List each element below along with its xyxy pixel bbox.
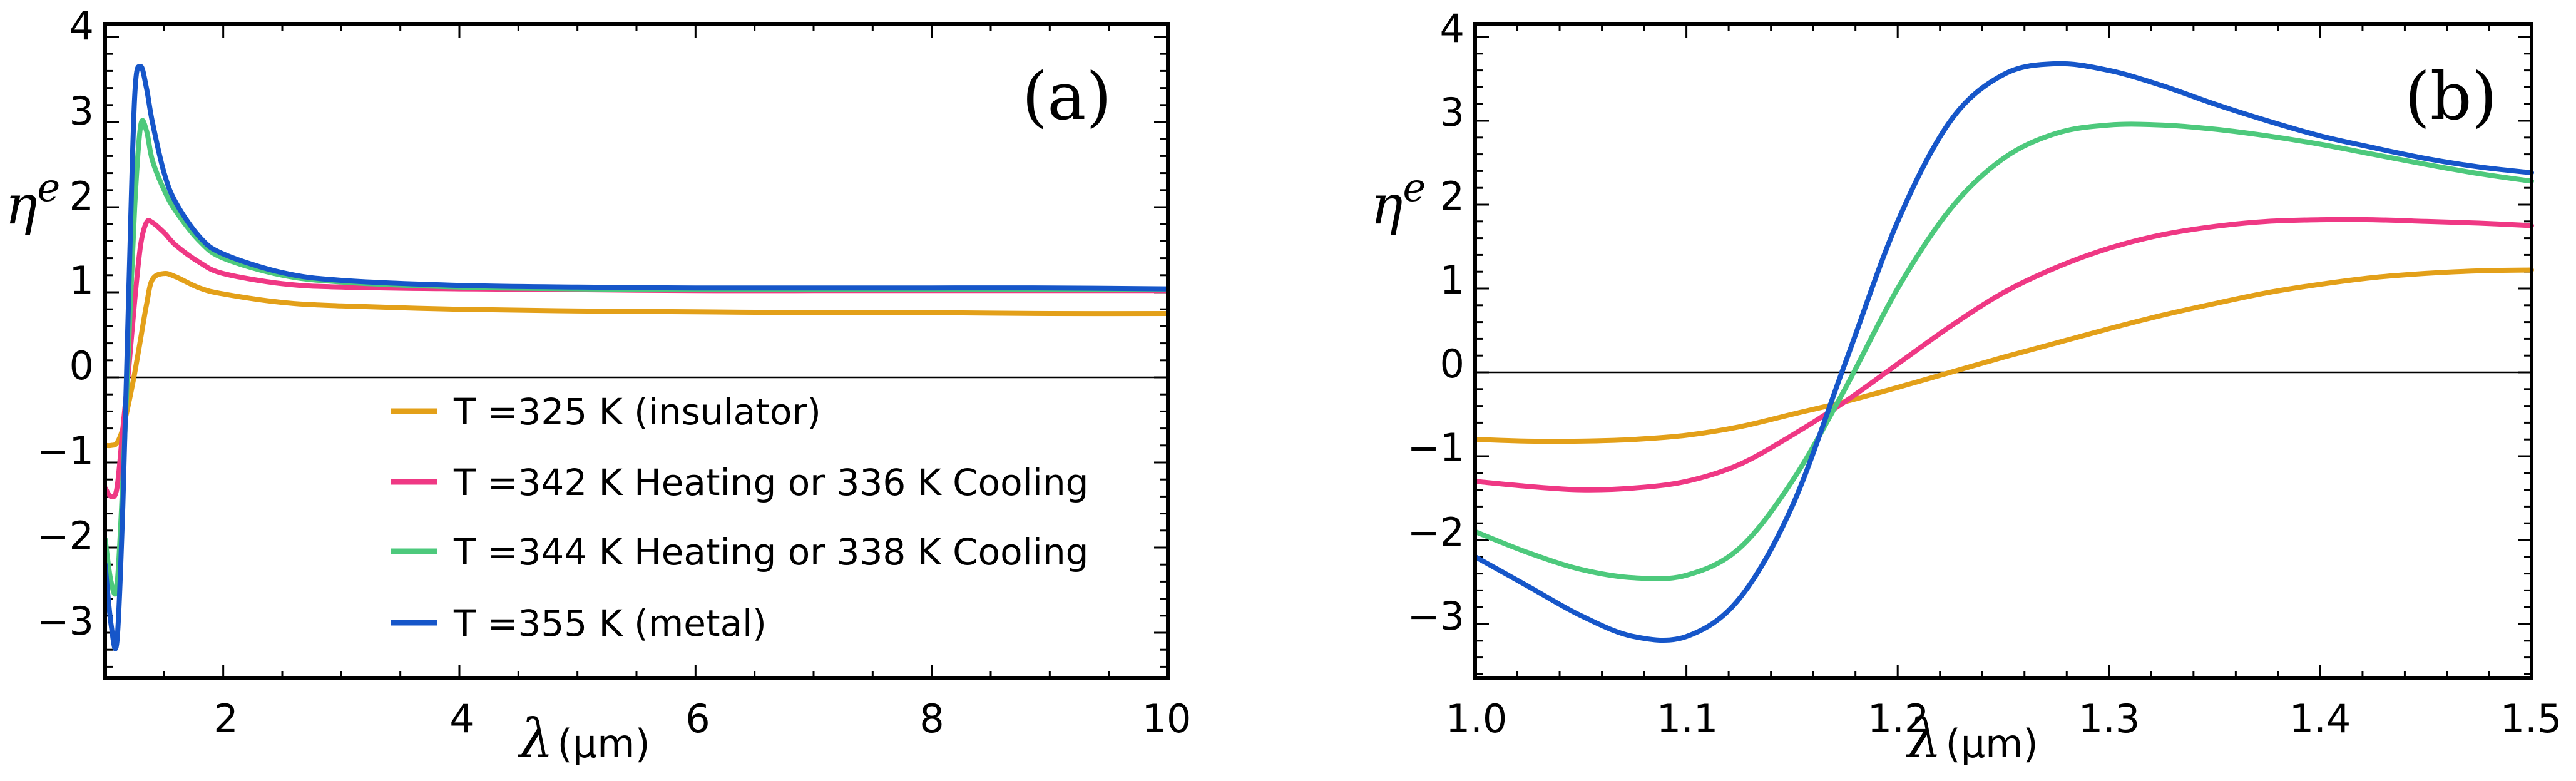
legend-label: T =355 K (metal) xyxy=(453,602,767,645)
tick-marks xyxy=(1474,24,2533,678)
y-tick-label: −2 xyxy=(37,513,94,559)
series-group xyxy=(1473,61,2534,643)
panel-a: 4 3 2 1 0 −1 −2 −3 2 4 6 8 10 ηe λ(μm) (… xyxy=(5,3,1191,770)
y-tick-label: 1 xyxy=(1440,257,1464,303)
x-tick-label: 1.1 xyxy=(1657,696,1719,742)
x-axis-label: λ(μm) xyxy=(518,708,650,770)
y-tick-label: 4 xyxy=(1440,6,1464,51)
y-tick-label: 4 xyxy=(69,3,94,49)
x-tick-label: 1.5 xyxy=(2500,696,2562,742)
legend: T =325 K (insulator) T =342 K Heating or… xyxy=(391,390,1088,645)
series-line-1 xyxy=(1473,267,2534,444)
y-tick-label: 0 xyxy=(69,343,94,389)
plot-frame xyxy=(103,22,1170,680)
y-tick-label: 2 xyxy=(1440,173,1464,219)
tick-marks xyxy=(104,24,1169,678)
x-tick-label: 10 xyxy=(1142,696,1192,742)
series-line-3 xyxy=(103,118,1170,597)
series-line-2 xyxy=(1473,217,2534,493)
plot-frame xyxy=(1473,22,2533,680)
series-line-4 xyxy=(103,64,1170,651)
y-tick-label: −3 xyxy=(1408,593,1464,639)
legend-label: T =325 K (insulator) xyxy=(453,390,821,433)
y-tick-label: −1 xyxy=(1408,425,1464,471)
x-tick-label: 6 xyxy=(685,696,710,742)
x-tick-label: 1.4 xyxy=(2289,696,2351,742)
panel-label: (b) xyxy=(2405,58,2497,135)
series-group xyxy=(103,64,1170,651)
y-tick-label: −2 xyxy=(1408,509,1464,555)
panel-b: 4 3 2 1 0 −1 −2 −3 1.0 1.1 1.2 1.3 1.4 1… xyxy=(1371,6,2562,770)
y-axis-label: ηe xyxy=(1371,165,1426,237)
legend-label: T =344 K Heating or 338 K Cooling xyxy=(453,531,1088,573)
x-tick-label: 1.0 xyxy=(1446,696,1508,742)
y-tick-label: 1 xyxy=(69,258,94,304)
x-tick-label: 8 xyxy=(919,696,944,742)
legend-label: T =342 K Heating or 336 K Cooling xyxy=(453,461,1088,504)
y-tick-label: 0 xyxy=(1440,341,1464,387)
y-tick-label: 3 xyxy=(69,88,94,134)
panel-label: (a) xyxy=(1022,58,1112,135)
y-tick-label: 3 xyxy=(1440,89,1464,135)
x-tick-label: 4 xyxy=(449,696,474,742)
series-line-2 xyxy=(103,218,1170,499)
x-tick-label: 2 xyxy=(213,696,238,742)
x-tick-label: 1.2 xyxy=(1868,696,1929,742)
series-line-1 xyxy=(103,270,1170,449)
series-line-3 xyxy=(1473,121,2534,581)
y-axis-label: ηe xyxy=(5,165,60,237)
y-tick-label: 2 xyxy=(69,173,94,219)
y-tick-label: −1 xyxy=(37,428,94,474)
series-line-4 xyxy=(1473,61,2534,643)
x-tick-label: 1.3 xyxy=(2078,696,2140,742)
y-tick-label: −3 xyxy=(37,598,94,644)
x-axis-label: λ(μm) xyxy=(1906,708,2038,770)
